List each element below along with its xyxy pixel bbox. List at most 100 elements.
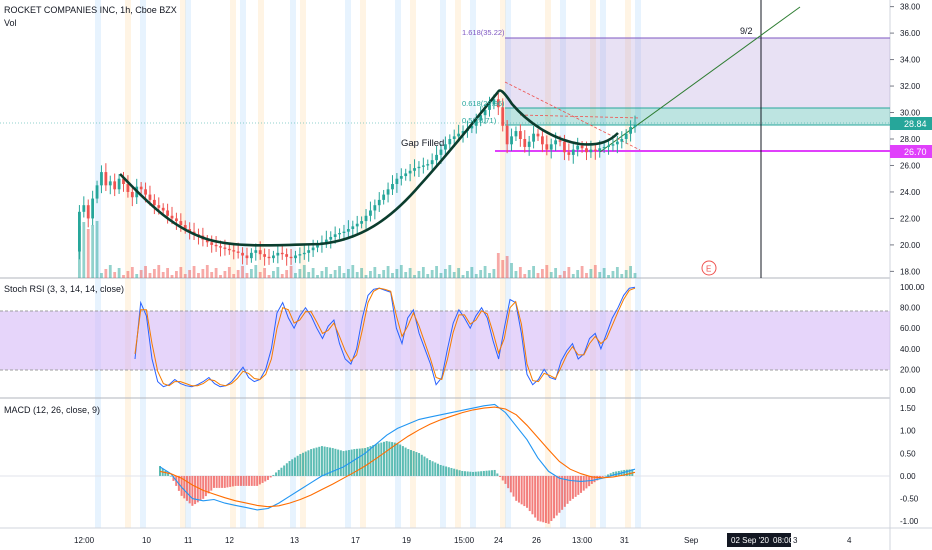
macd-histogram-bar xyxy=(320,446,323,476)
macd-histogram-bar xyxy=(566,475,569,504)
macd-histogram-bar xyxy=(628,469,631,476)
candle-body xyxy=(241,252,244,256)
candle-body xyxy=(245,255,249,259)
macd-histogram-bar xyxy=(409,450,412,476)
candle-body xyxy=(558,140,562,142)
macd-histogram-bar xyxy=(226,475,229,488)
volume-bar xyxy=(589,269,593,278)
candle-body xyxy=(369,210,372,216)
volume-bar xyxy=(144,266,147,278)
macd-histogram-bar xyxy=(574,475,577,497)
candle-body xyxy=(285,254,289,257)
volume-bar xyxy=(236,270,240,278)
candle-body xyxy=(417,166,421,169)
macd-histogram-bar xyxy=(550,475,553,522)
volume-bar xyxy=(505,256,509,278)
macd-histogram-bar xyxy=(428,460,431,476)
volume-bar xyxy=(563,271,566,278)
candle-body xyxy=(223,247,227,249)
macd-histogram-bar xyxy=(302,452,305,476)
volume-bar xyxy=(474,274,478,278)
candle-body xyxy=(452,136,456,139)
macd-histogram-bar xyxy=(577,475,580,495)
macd-histogram-bar xyxy=(561,475,564,510)
macd-histogram-bar xyxy=(585,475,588,489)
candle-body xyxy=(421,165,425,167)
volume-bar xyxy=(554,268,558,278)
macd-histogram-bar xyxy=(266,475,269,480)
session-stripe xyxy=(345,0,351,528)
macd-histogram-bar xyxy=(439,464,442,476)
macd-histogram-bar xyxy=(329,447,332,476)
candle-body xyxy=(514,131,518,137)
candle-body xyxy=(152,199,156,206)
time-tick-label: 3 xyxy=(793,536,798,545)
volume-bar xyxy=(320,271,324,278)
session-stripe xyxy=(230,0,236,528)
candle-body xyxy=(505,125,509,145)
volume-bar xyxy=(166,268,169,278)
macd-histogram-bar xyxy=(480,471,483,476)
falling-wedge-lower xyxy=(519,114,641,119)
macd-histogram-bar xyxy=(490,470,493,476)
session-stripe xyxy=(258,0,264,528)
macd-histogram-bar xyxy=(304,451,307,476)
volume-bar xyxy=(267,275,271,278)
macd-histogram-bar xyxy=(493,469,496,476)
price-tick-label: 26.00 xyxy=(900,161,921,170)
candle-body xyxy=(276,252,280,256)
macd-histogram-bar xyxy=(210,475,213,491)
candle-body xyxy=(139,186,143,190)
fib-extension-zone xyxy=(505,38,890,108)
macd-histogram-bar xyxy=(307,450,310,476)
candle-body xyxy=(179,221,183,226)
macd-histogram-bar xyxy=(299,454,302,476)
volume-bar xyxy=(483,266,487,278)
session-stripe xyxy=(625,0,631,528)
candle-body xyxy=(492,99,496,105)
volume-bar xyxy=(135,274,139,278)
macd-histogram-bar xyxy=(523,475,526,507)
macd-title: MACD (12, 26, close, 9) xyxy=(4,405,101,415)
candle-body xyxy=(554,140,558,145)
session-stripe xyxy=(395,0,401,528)
candle-body xyxy=(479,115,483,121)
macd-histogram-bar xyxy=(582,475,585,491)
handle-curve xyxy=(496,89,619,146)
volume-bar xyxy=(311,268,315,278)
volume-bar xyxy=(558,275,562,278)
macd-histogram-bar xyxy=(420,454,423,476)
volume-bar xyxy=(280,274,284,278)
macd-histogram-bar xyxy=(482,470,485,476)
volume-bar xyxy=(179,267,183,278)
price-tick-label: 38.00 xyxy=(900,3,921,12)
time-tick-label: 17 xyxy=(351,536,360,545)
fib-retrace-zone xyxy=(505,108,890,125)
volume-bar xyxy=(426,274,430,278)
macd-histogram-bar xyxy=(188,475,191,504)
volume-bar xyxy=(514,271,518,278)
macd-histogram-bar xyxy=(434,462,437,476)
price-tick-label: 24.00 xyxy=(900,188,921,197)
earnings-marker[interactable] xyxy=(701,260,717,276)
candle-body xyxy=(532,133,535,142)
candle-body xyxy=(126,184,130,192)
candle-body xyxy=(571,149,575,155)
candle-body xyxy=(474,120,478,126)
candle-body xyxy=(338,232,341,235)
candle-body xyxy=(91,198,95,219)
macd-histogram-bar xyxy=(436,463,439,476)
time-tick-label: 12 xyxy=(225,536,234,545)
macd-histogram-bar xyxy=(499,475,502,477)
candle-body xyxy=(501,107,505,126)
candle-body xyxy=(232,250,236,252)
macd-histogram-bar xyxy=(283,465,286,476)
volume-bars xyxy=(78,221,637,278)
volume-bar xyxy=(108,265,112,278)
candle-body xyxy=(607,145,610,147)
candle-body xyxy=(536,133,540,137)
macd-histogram-bar xyxy=(609,473,612,476)
macd-histogram-bar xyxy=(477,471,480,476)
candle-body xyxy=(170,215,174,219)
macd-histogram-bar xyxy=(223,475,226,488)
